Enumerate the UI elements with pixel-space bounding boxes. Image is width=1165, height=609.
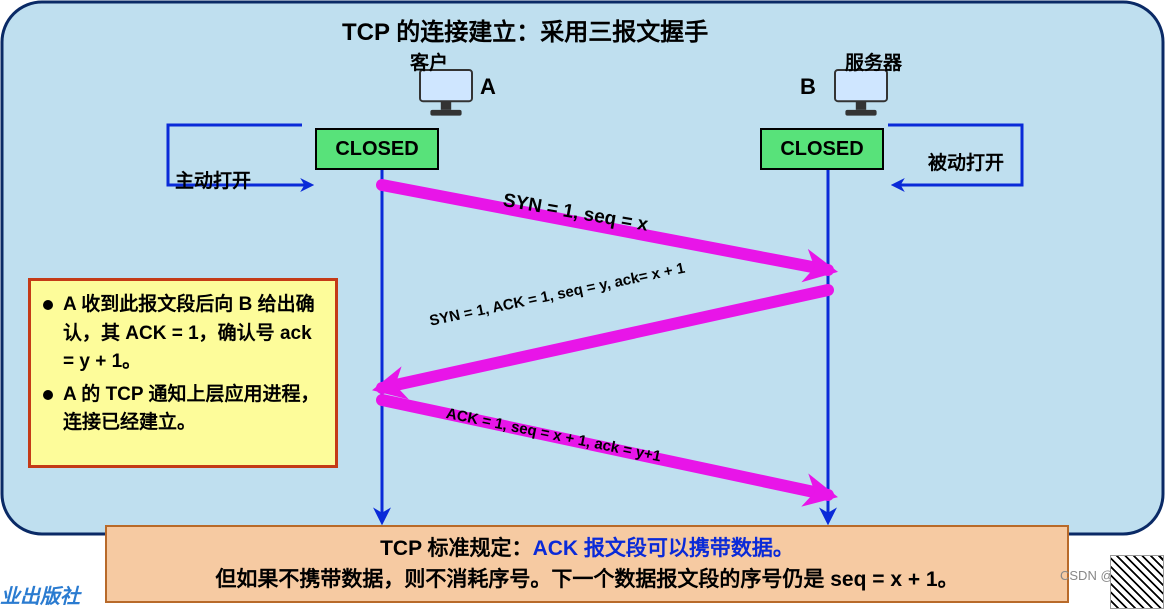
diagram-title: TCP 的连接建立：采用三报文握手 bbox=[342, 12, 708, 47]
server-role-label: 服务器 bbox=[845, 48, 902, 75]
qr-code-icon bbox=[1110, 555, 1164, 609]
client-open-label: 主动打开 bbox=[175, 166, 251, 193]
server-state-box: CLOSED bbox=[760, 128, 884, 170]
publisher-text: 业出版社 bbox=[0, 580, 80, 609]
note-box: A 收到此报文段后向 B 给出确认，其 ACK = 1，确认号 ack = y … bbox=[28, 278, 338, 468]
client-state-box: CLOSED bbox=[315, 128, 439, 170]
footer-line1a: TCP 标准规定： bbox=[380, 537, 532, 560]
footer-line2: 但如果不携带数据，则不消耗序号。下一个数据报文段的序号仍是 seq = x + … bbox=[107, 564, 1067, 596]
client-role-label: 客户 bbox=[410, 48, 448, 75]
server-id-label: B bbox=[800, 74, 816, 100]
footer-box: TCP 标准规定：ACK 报文段可以携带数据。但如果不携带数据，则不消耗序号。下… bbox=[105, 525, 1069, 603]
footer-line1b: ACK 报文段可以携带数据。 bbox=[533, 537, 794, 560]
note-item-2: A 的 TCP 通知上层应用进程，连接已经建立。 bbox=[43, 381, 323, 438]
client-id-label: A bbox=[480, 74, 496, 100]
note-item-1: A 收到此报文段后向 B 给出确认，其 ACK = 1，确认号 ack = y … bbox=[43, 291, 323, 377]
server-open-label: 被动打开 bbox=[928, 148, 1004, 175]
